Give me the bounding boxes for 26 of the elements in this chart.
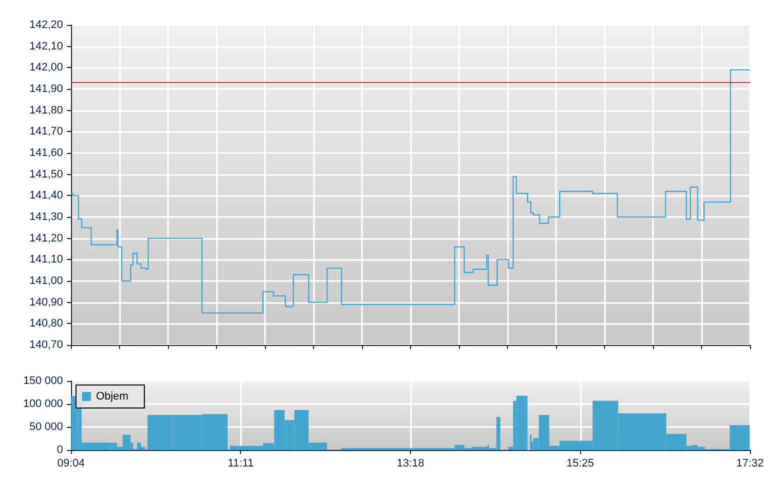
y-tick-label: 140,80 — [29, 318, 63, 330]
y-tick-label: 50 000 — [29, 421, 63, 433]
x-tick-label: 09:04 — [57, 458, 85, 470]
y-tick-label: 100 000 — [23, 398, 63, 410]
y-tick-label: 141,50 — [29, 168, 63, 180]
y-tick-label: 150 000 — [23, 375, 63, 387]
x-tick-label: 15:25 — [566, 458, 594, 470]
x-tick-label: 11:11 — [228, 458, 254, 470]
y-tick-label: 141,60 — [29, 147, 63, 159]
x-tick-label: 13:18 — [396, 458, 424, 470]
y-tick-label: 142,20 — [29, 19, 63, 31]
y-tick-label: 141,00 — [29, 275, 63, 287]
y-tick-label: 142,10 — [29, 40, 63, 52]
y-tick-label: 141,90 — [29, 83, 63, 95]
x-tick-label: 17:32 — [736, 458, 764, 470]
y-tick-label: 141,30 — [29, 211, 63, 223]
y-tick-label: 141,70 — [29, 126, 63, 138]
y-tick-label: 142,00 — [29, 62, 63, 74]
legend-label: Objem — [96, 390, 128, 402]
y-tick-label: 140,70 — [29, 339, 63, 351]
y-tick-label: 141,20 — [29, 232, 63, 244]
y-tick-label: 140,90 — [29, 296, 63, 308]
y-tick-label: 141,40 — [29, 190, 63, 202]
y-tick-label: 141,80 — [29, 104, 63, 116]
y-tick-label: 141,10 — [29, 254, 63, 266]
y-tick-label: 0 — [56, 444, 63, 456]
